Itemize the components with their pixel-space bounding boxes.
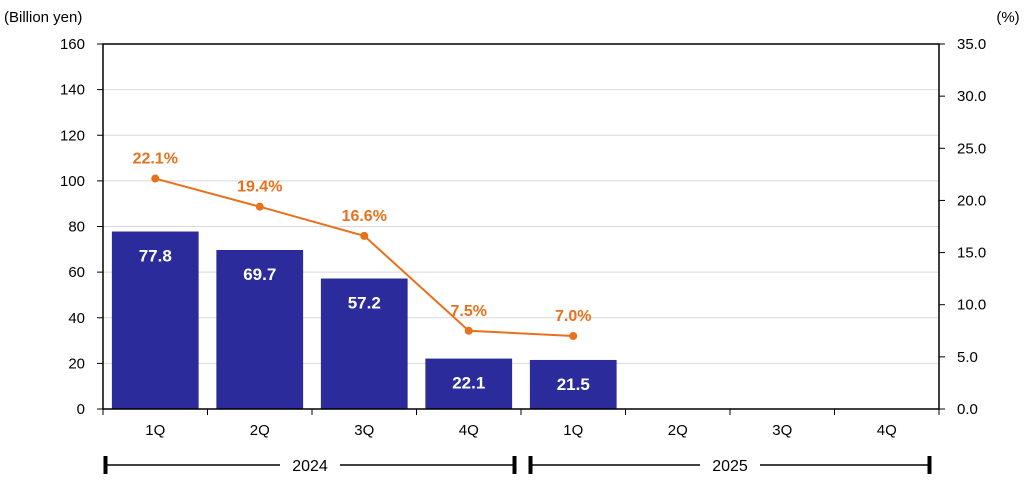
y-right-tick-label: 35.0 xyxy=(957,36,986,53)
x-tick-label: 1Q xyxy=(563,422,583,439)
y-left-tick-label: 100 xyxy=(60,173,85,190)
bar-value-label: 57.2 xyxy=(348,294,381,313)
ratio-value-label: 19.4% xyxy=(237,179,282,196)
bar-value-label: 77.8 xyxy=(139,247,172,266)
ratio-value-label: 7.5% xyxy=(451,303,487,320)
ratio-value-label: 22.1% xyxy=(133,151,178,168)
bar xyxy=(216,249,304,409)
bar-value-label: 21.5 xyxy=(557,375,590,394)
y-right-tick-label: 10.0 xyxy=(957,297,986,314)
year-bracket-end xyxy=(512,456,517,474)
bar xyxy=(425,358,513,409)
x-tick-label: 4Q xyxy=(459,422,479,439)
y-left-tick-label: 60 xyxy=(68,264,85,281)
y-left-axis-label: (Billion yen) xyxy=(4,9,82,26)
y-left-tick-label: 40 xyxy=(68,310,85,327)
y-left-tick-label: 120 xyxy=(60,127,85,144)
y-left-tick-label: 80 xyxy=(68,219,85,236)
x-tick-label: 4Q xyxy=(877,422,897,439)
ratio-value-label: 7.0% xyxy=(555,308,591,325)
x-tick-label: 1Q xyxy=(145,422,165,439)
bar xyxy=(111,231,199,409)
bar xyxy=(320,278,408,409)
ratio-point xyxy=(569,332,578,340)
y-right-tick-label: 30.0 xyxy=(957,88,986,105)
x-tick-label: 3Q xyxy=(354,422,374,439)
x-tick-label: 2Q xyxy=(668,422,688,439)
ratio-point xyxy=(255,202,264,211)
year-group-label: 2024 xyxy=(292,458,328,475)
y-right-tick-label: 15.0 xyxy=(957,245,986,262)
bar-value-label: 22.1 xyxy=(452,374,485,393)
year-bracket-end xyxy=(103,456,108,474)
y-right-tick-label: 0.0 xyxy=(957,401,978,418)
x-tick-label: 2Q xyxy=(250,422,270,439)
y-left-tick-label: 160 xyxy=(60,36,85,53)
year-bracket-end xyxy=(528,456,533,474)
bar-value-label: 69.7 xyxy=(243,265,276,284)
y-right-tick-label: 25.0 xyxy=(957,140,986,157)
y-right-tick-label: 5.0 xyxy=(957,349,978,366)
y-left-tick-label: 140 xyxy=(60,82,85,99)
x-tick-label: 3Q xyxy=(772,422,792,439)
y-left-tick-label: 0 xyxy=(77,401,85,418)
y-left-tick-label: 20 xyxy=(68,355,85,372)
ratio-point xyxy=(464,326,473,335)
ratio-value-label: 16.6% xyxy=(342,208,387,225)
y-right-tick-label: 20.0 xyxy=(957,192,986,209)
bar xyxy=(529,359,617,409)
year-group-label: 2025 xyxy=(712,458,748,475)
y-right-axis-label: (%) xyxy=(996,9,1019,26)
ratio-point xyxy=(151,174,160,183)
ratio-point xyxy=(360,231,369,240)
year-bracket-end xyxy=(927,456,932,474)
